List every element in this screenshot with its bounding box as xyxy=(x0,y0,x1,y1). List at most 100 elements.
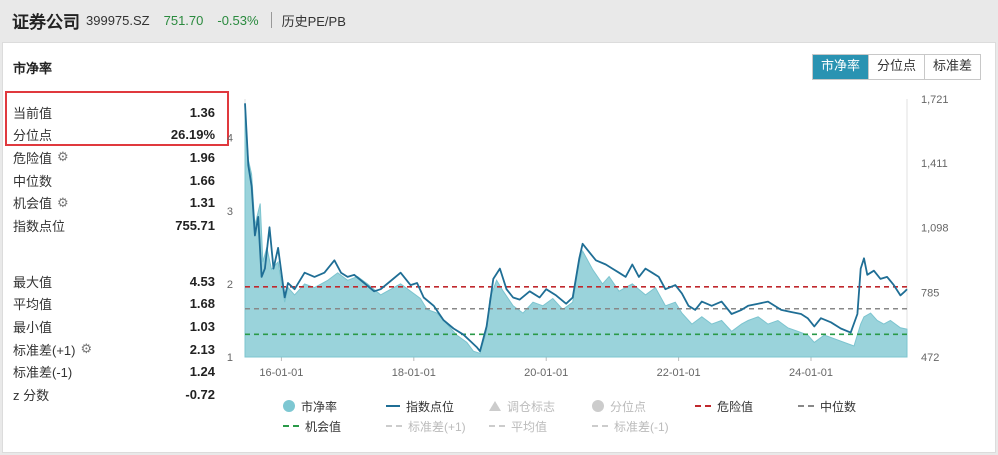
current-value-highlight xyxy=(5,91,229,146)
stat-percentile: 分位点 26.19% xyxy=(13,124,215,147)
gear-icon[interactable]: ⚙ xyxy=(80,341,93,357)
header-divider xyxy=(270,12,272,28)
panel-title: 市净率 xyxy=(13,61,53,76)
y-right-tick-label: 1,098 xyxy=(921,223,949,235)
index-price: 751.70 xyxy=(163,12,204,28)
legend-swatch xyxy=(592,400,604,412)
legend-label: 市净率 xyxy=(301,399,338,414)
legend-label: 调仓标志 xyxy=(507,399,556,414)
y-right-tick-label: 1,721 xyxy=(921,94,949,106)
y-left-tick-label: 3 xyxy=(227,206,233,218)
y-left-tick-label: 1 xyxy=(227,352,233,364)
legend-item-rebalance[interactable]: 调仓标志 xyxy=(489,398,592,415)
x-tick-label: 24-01-01 xyxy=(789,367,833,379)
legend-item-percentile[interactable]: 分位点 xyxy=(592,398,695,415)
stat-label: 当前值 xyxy=(13,105,53,121)
legend-label: 标准差(+1) xyxy=(408,419,466,434)
header-bar: 证券公司 399975.SZ 751.70 -0.53% 历史PE/PB xyxy=(0,0,998,40)
stat-label: 分位点 xyxy=(13,128,53,144)
legend-item-std-minus[interactable]: 标准差(-1) xyxy=(592,418,695,435)
stat-value: 1.66 xyxy=(189,172,215,188)
stat-label: 最大值 xyxy=(13,274,53,290)
stat-label: 标准差(+1) xyxy=(13,342,76,358)
stat-value: 2.13 xyxy=(189,341,215,357)
stat-max: 最大值 4.53 xyxy=(13,270,215,293)
legend-item-median[interactable]: 中位数 xyxy=(798,398,901,415)
stats-bottom: 最大值 4.53 平均值 1.68 最小值 1.03 标准差(+1) ⚙ 2.13… xyxy=(13,270,215,406)
stat-label: 机会值 xyxy=(13,196,53,212)
triangle-icon xyxy=(489,401,501,411)
stat-current: 当前值 1.36 xyxy=(13,101,215,124)
stat-label: 中位数 xyxy=(13,173,53,189)
stat-opportunity: 机会值 ⚙ 1.31 xyxy=(13,191,215,214)
legend-label: 中位数 xyxy=(820,399,857,414)
metric-tabs: 市净率 分位点 标准差 xyxy=(811,54,981,80)
legend-label: 机会值 xyxy=(305,419,342,434)
stat-value: 1.31 xyxy=(189,195,215,211)
view-link-pe-pb[interactable]: 历史PE/PB xyxy=(281,13,346,29)
legend-swatch xyxy=(283,425,299,427)
legend-item-index[interactable]: 指数点位 xyxy=(386,398,489,415)
stat-std-plus: 标准差(+1) ⚙ 2.13 xyxy=(13,338,215,361)
stat-value: 1.24 xyxy=(189,364,215,380)
legend-swatch xyxy=(386,425,402,427)
stat-value: 26.19% xyxy=(170,127,215,143)
stat-index-level: 指数点位 755.71 xyxy=(13,214,215,237)
stat-label: 最小值 xyxy=(13,319,53,335)
index-name: 证券公司 xyxy=(12,12,80,32)
tab-pb[interactable]: 市净率 xyxy=(812,55,868,79)
y-left-tick-label: 2 xyxy=(227,279,233,291)
legend-label: 标准差(-1) xyxy=(614,419,669,434)
stat-danger: 危险值 ⚙ 1.96 xyxy=(13,146,215,169)
legend-row: 机会值 标准差(+1) 平均值 标准差(-1) xyxy=(283,416,913,436)
stat-value: 1.36 xyxy=(189,104,215,120)
legend-item-mean[interactable]: 平均值 xyxy=(489,418,592,435)
index-change: -0.53% xyxy=(217,12,259,28)
legend-label: 指数点位 xyxy=(406,399,455,414)
stat-std-minus: 标准差(-1) 1.24 xyxy=(13,360,215,383)
chart-legend: 市净率 指数点位 调仓标志 分位点 危险值 中位数 机会值 标准差(+1) 平均… xyxy=(283,396,913,436)
legend-row: 市净率 指数点位 调仓标志 分位点 危险值 中位数 xyxy=(283,396,913,416)
stat-label: 指数点位 xyxy=(13,218,66,234)
stat-value: 1.96 xyxy=(189,149,215,165)
legend-label: 平均值 xyxy=(511,419,548,434)
legend-item-danger[interactable]: 危险值 xyxy=(695,398,798,415)
legend-item-std-plus[interactable]: 标准差(+1) xyxy=(386,418,489,435)
tab-percentile[interactable]: 分位点 xyxy=(867,55,924,79)
legend-item-opportunity[interactable]: 机会值 xyxy=(283,418,386,435)
stat-label: 平均值 xyxy=(13,297,53,313)
legend-swatch xyxy=(695,405,711,407)
stat-value: 755.71 xyxy=(175,217,215,233)
series-index-line xyxy=(244,103,908,353)
stat-value: 1.68 xyxy=(189,296,215,312)
stat-label: 危险值 xyxy=(13,150,53,166)
stat-value: 1.03 xyxy=(189,318,215,334)
pb-chart: 1 2 3 4 472 785 1,098 1,411 1,721 16-01-01 18-01-0… xyxy=(227,94,949,379)
stats-top: 当前值 1.36 分位点 26.19% 危险值 ⚙ 1.96 中位数 1.66 机… xyxy=(13,101,215,237)
gear-icon[interactable]: ⚙ xyxy=(57,149,69,165)
stat-mean: 平均值 1.68 xyxy=(13,293,215,316)
legend-swatch xyxy=(592,425,608,427)
stat-value: 4.53 xyxy=(189,273,215,289)
x-tick-label: 20-01-01 xyxy=(524,367,568,379)
x-tick-label: 18-01-01 xyxy=(392,367,436,379)
y-left-tick-label: 4 xyxy=(227,133,233,145)
y-right-tick-label: 1,411 xyxy=(921,158,948,170)
y-right-tick-label: 785 xyxy=(921,287,939,299)
index-code: 399975.SZ xyxy=(86,12,150,28)
legend-item-pb[interactable]: 市净率 xyxy=(283,398,386,415)
y-right-tick-label: 472 xyxy=(921,352,939,364)
stat-min: 最小值 1.03 xyxy=(13,315,215,338)
legend-swatch xyxy=(798,405,814,407)
legend-label: 分位点 xyxy=(610,399,647,414)
legend-label: 危险值 xyxy=(717,399,754,414)
stat-label: z 分数 xyxy=(13,387,50,403)
series-pb-area xyxy=(244,108,908,358)
stat-value: -0.72 xyxy=(185,386,215,402)
stat-label: 标准差(-1) xyxy=(13,365,73,381)
stat-median: 中位数 1.66 xyxy=(13,169,215,192)
gear-icon[interactable]: ⚙ xyxy=(57,194,69,210)
valuation-panel: 市净率 市净率 分位点 标准差 当前值 1.36 分位点 26.19% 危险值 ⚙… xyxy=(2,42,996,453)
legend-swatch xyxy=(386,405,400,407)
tab-std-dev[interactable]: 标准差 xyxy=(923,55,980,79)
